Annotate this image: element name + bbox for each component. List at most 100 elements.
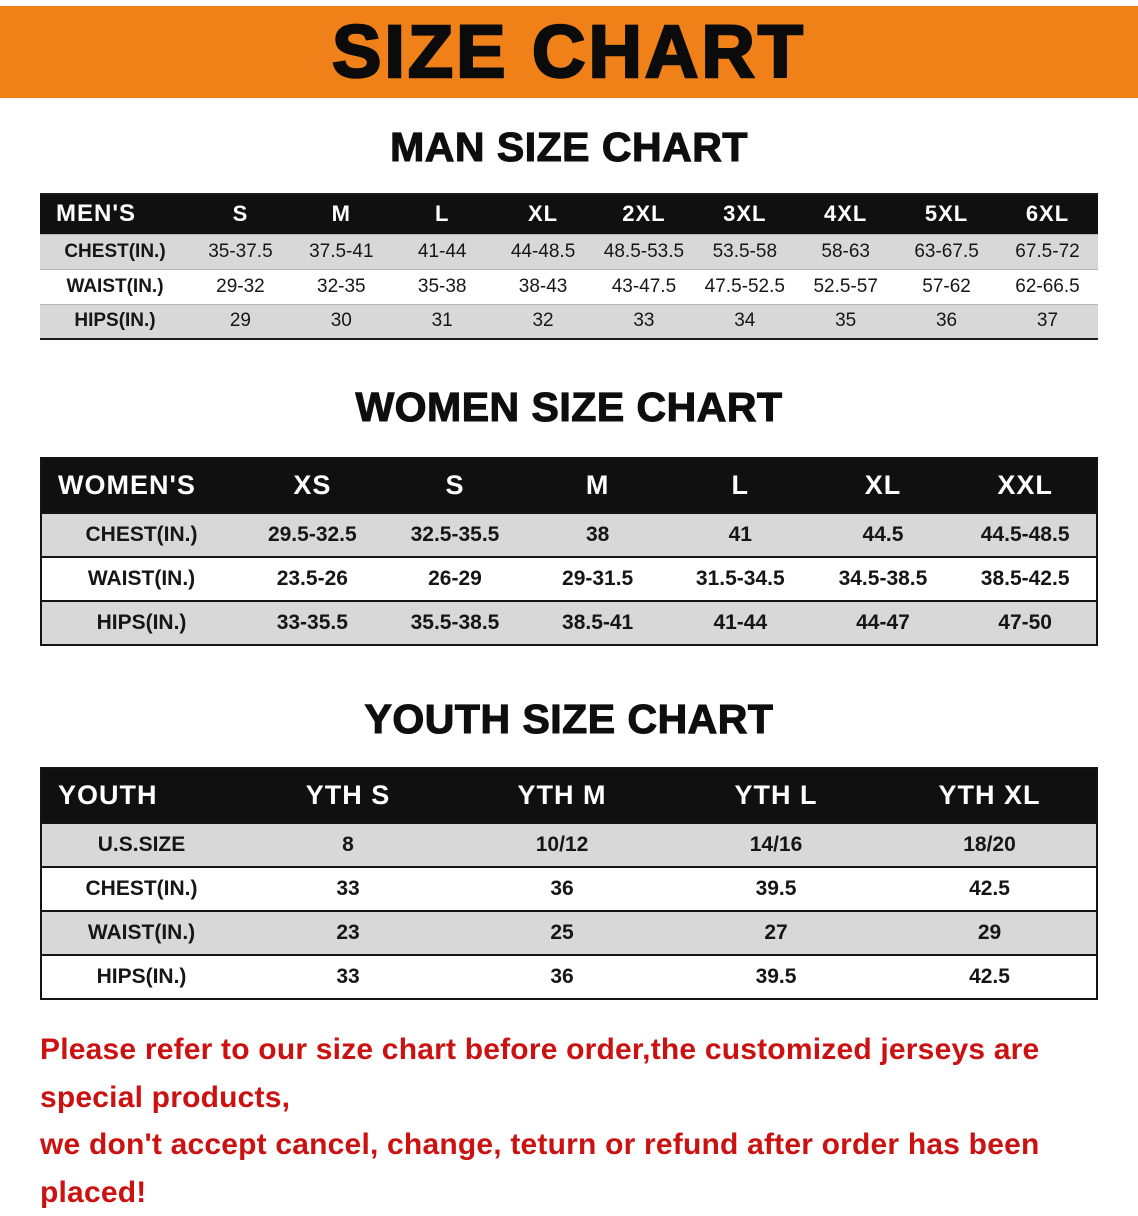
size-value-cell: 41 xyxy=(728,523,752,547)
size-value-cell: 57-62 xyxy=(922,275,971,297)
size-value-cell: 36 xyxy=(935,310,958,332)
size-column-header: S xyxy=(190,194,291,235)
size-value-cell: 48.5-53.5 xyxy=(603,240,685,262)
size-value-cell: 36 xyxy=(550,877,574,901)
size-column-header: 5XL xyxy=(896,194,997,235)
size-value-cell: 52.5-57 xyxy=(813,275,878,297)
size-value-cell: 44-47 xyxy=(856,611,910,635)
size-column-header: L xyxy=(391,194,493,235)
measurement-row: U.S.SIZE 8 10/12 14/16 18/20 xyxy=(41,823,1097,868)
measurement-row: WAIST(IN.) 29-32 32-35 35-38 38-43 43-47.5 47.… xyxy=(40,269,1098,304)
table-title-cell: MEN'S xyxy=(40,194,190,235)
size-value-cell: 14/16 xyxy=(749,833,803,857)
size-value-cell: 33 xyxy=(336,965,360,989)
row-label: CHEST(IN.) xyxy=(85,877,198,901)
size-column-header: YTH L xyxy=(669,768,883,824)
youth-section-heading: YOUTH SIZE CHART xyxy=(364,696,774,743)
size-value-cell: 29-32 xyxy=(216,275,265,297)
size-chart-page: SIZE CHART MAN SIZE CHART MEN'S S M L XL 2XL 3… xyxy=(0,6,1138,1209)
size-column-header: YTH M xyxy=(455,768,669,824)
size-column-header: XL xyxy=(811,458,955,514)
size-column-header: YTH XL xyxy=(883,768,1097,824)
size-value-cell: 31.5-34.5 xyxy=(695,567,785,591)
measurement-row: CHEST(IN.) 33 36 39.5 42.5 xyxy=(41,867,1097,911)
size-value-cell: 10/12 xyxy=(535,833,589,857)
size-value-cell: 37 xyxy=(1036,310,1059,332)
size-value-cell: 47.5-52.5 xyxy=(704,275,785,297)
size-value-cell: 34 xyxy=(734,310,756,332)
measurement-row: HIPS(IN.) 33 36 39.5 42.5 xyxy=(41,955,1097,999)
table-title-cell: YOUTH xyxy=(41,768,241,824)
measurement-row: CHEST(IN.) 35-37.5 37.5-41 41-44 44-48.5 48.5… xyxy=(40,234,1098,270)
size-value-cell: 29 xyxy=(977,921,1002,945)
size-value-cell: 38 xyxy=(585,523,610,547)
women-section-heading: WOMEN SIZE CHART xyxy=(355,384,783,431)
size-column-header: 6XL xyxy=(997,194,1098,235)
youth-size-table: YOUTH YTH S YTH M YTH L YTH XL U.S.SIZE 8 10/12… xyxy=(40,767,1098,1001)
size-value-cell: 41-44 xyxy=(417,240,467,262)
size-column-header: 3XL xyxy=(694,194,796,235)
row-label: HIPS(IN.) xyxy=(96,965,187,989)
size-value-cell: 38-43 xyxy=(518,275,568,297)
measurement-row: HIPS(IN.) 29 30 31 32 33 34 35 36 37 xyxy=(40,304,1098,340)
row-label: HIPS(IN.) xyxy=(74,310,156,332)
row-label: WAIST(IN.) xyxy=(66,275,164,297)
size-value-cell: 33 xyxy=(336,877,360,901)
table-head: WOMEN'S XS S M L XL XXL xyxy=(41,458,1097,514)
size-value-cell: 29.5-32.5 xyxy=(267,523,357,547)
size-column-header: 4XL xyxy=(795,194,897,235)
size-value-cell: 39.5 xyxy=(755,877,797,901)
table-title-cell: WOMEN'S xyxy=(41,458,241,514)
size-value-cell: 23.5-26 xyxy=(276,567,348,591)
size-value-cell: 33-35.5 xyxy=(276,611,348,635)
size-value-cell: 39.5 xyxy=(755,965,797,989)
size-value-cell: 34.5-38.5 xyxy=(838,567,928,591)
measurement-row: CHEST(IN.) 29.5-32.5 32.5-35.5 38 41 44.5 44.5… xyxy=(41,513,1097,558)
size-column-header: M xyxy=(526,458,669,514)
row-label: WAIST(IN.) xyxy=(87,567,196,591)
size-column-header: S xyxy=(383,458,527,514)
size-value-cell: 32.5-35.5 xyxy=(410,523,500,547)
size-column-header: 2XL xyxy=(593,194,695,235)
size-value-cell: 35-37.5 xyxy=(208,240,273,262)
header-row: MEN'S S M L XL 2XL 3XL 4XL 5XL 6XL xyxy=(40,194,1098,235)
size-column-header: YTH S xyxy=(241,768,455,824)
size-column-header: XXL xyxy=(954,458,1097,514)
size-value-cell: 42.5 xyxy=(969,877,1010,901)
page-title: SIZE CHART xyxy=(331,10,806,93)
size-value-cell: 62-66.5 xyxy=(1015,275,1080,297)
size-value-cell: 31 xyxy=(431,310,453,332)
header-row: YOUTH YTH S YTH M YTH L YTH XL xyxy=(41,768,1097,824)
men-size-section: MAN SIZE CHART MEN'S S M L XL 2XL 3XL 4XL 5XL 6XL… xyxy=(0,123,1138,341)
size-value-cell: 8 xyxy=(342,833,354,857)
table-body: U.S.SIZE 8 10/12 14/16 18/20 CHEST(IN.) 33 36 39… xyxy=(41,823,1097,999)
size-value-cell: 27 xyxy=(764,921,788,945)
disclaimer-line-1: Please refer to our size chart before or… xyxy=(40,1033,1040,1114)
row-label: HIPS(IN.) xyxy=(96,611,187,635)
size-value-cell: 23 xyxy=(336,921,360,945)
size-value-cell: 47-50 xyxy=(998,611,1052,635)
size-value-cell: 25 xyxy=(550,921,574,945)
table-head: YOUTH YTH S YTH M YTH L YTH XL xyxy=(41,768,1097,824)
size-value-cell: 67.5-72 xyxy=(1015,240,1080,262)
size-value-cell: 29 xyxy=(229,310,251,332)
size-value-cell: 44.5-48.5 xyxy=(980,523,1070,547)
size-value-cell: 63-67.5 xyxy=(914,240,979,262)
size-value-cell: 41-44 xyxy=(713,611,768,635)
size-value-cell: 35 xyxy=(835,310,857,332)
measurement-row: WAIST(IN.) 23.5-26 26-29 29-31.5 31.5-34.5 34… xyxy=(41,557,1097,601)
size-value-cell: 44-48.5 xyxy=(510,240,576,262)
size-value-cell: 37.5-41 xyxy=(309,240,374,262)
women-size-table: WOMEN'S XS S M L XL XXL CHEST(IN.) 29.5-32.5 32.5… xyxy=(40,457,1098,647)
women-size-section: WOMEN SIZE CHART WOMEN'S XS S M L XL XXL CHEST(… xyxy=(0,384,1138,647)
men-section-heading: MAN SIZE CHART xyxy=(390,123,748,170)
size-column-header: XL xyxy=(492,194,594,235)
size-value-cell: 29-31.5 xyxy=(562,567,634,591)
size-value-cell: 18/20 xyxy=(963,833,1016,857)
table-body: CHEST(IN.) 35-37.5 37.5-41 41-44 44-48.5 48.5… xyxy=(40,234,1098,340)
men-size-table: MEN'S S M L XL 2XL 3XL 4XL 5XL 6XL CHEST(IN.) 35-37… xyxy=(40,193,1098,341)
size-value-cell: 58-63 xyxy=(821,240,870,262)
size-value-cell: 43-47.5 xyxy=(611,275,677,297)
size-value-cell: 44.5 xyxy=(862,523,904,547)
size-value-cell: 36 xyxy=(550,965,574,989)
